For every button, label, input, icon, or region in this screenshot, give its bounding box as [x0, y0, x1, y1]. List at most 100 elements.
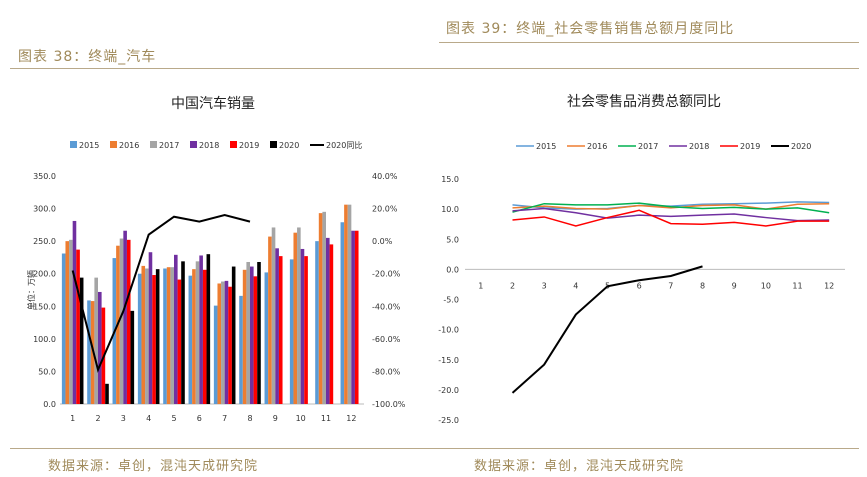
left-bar-2019 [202, 269, 207, 404]
left-y-tick: 150.0 [33, 302, 56, 311]
left-bar-2015 [137, 273, 142, 404]
left-y-tick: 250.0 [33, 237, 56, 246]
right-x-tick: 10 [761, 281, 771, 290]
left-legend-label: 2015 [79, 141, 99, 150]
left-y2-tick: -20.0% [372, 270, 401, 279]
left-bar-2020 [181, 261, 185, 404]
left-chart-ylabel: 单位：万辆 [26, 270, 36, 310]
right-figure-caption: 图表 39：终端_社会零售销售总额月度同比 [446, 21, 735, 37]
left-y2-tick: -80.0% [372, 367, 401, 376]
right-chart-retail-sales: 社会零售品消费总额同比 2015 2016 2017 2018 2019 2020 15.… [438, 94, 845, 425]
left-bar-2019 [278, 256, 283, 404]
left-bar-2017 [94, 277, 98, 404]
left-chart-car-sales: 中国汽车销量 2015 2016 2017 2018 2019 2020 2020同比 0.… [26, 95, 406, 423]
right-x-tick: 2 [510, 281, 515, 290]
left-y2-tick: -100.0% [372, 400, 406, 409]
left-bar-2015 [213, 305, 218, 404]
left-bar-2019 [304, 256, 308, 404]
left-bar-2018 [174, 254, 178, 404]
left-bar-2018 [98, 291, 102, 404]
left-bar-2019 [152, 275, 156, 404]
left-legend-label: 2020 [279, 141, 299, 150]
right-y-tick: 0.0 [446, 265, 459, 274]
left-bar-2017 [119, 238, 124, 404]
left-bar-2018 [224, 280, 229, 404]
right-line-2016 [512, 202, 830, 210]
left-x-tick: 10 [296, 414, 306, 423]
right-x-tick: 4 [573, 281, 578, 290]
left-source-note: 数据来源：卓创，混沌天成研究院 [48, 459, 259, 474]
right-x-tick: 7 [668, 281, 673, 290]
left-y2-tick: -60.0% [372, 335, 401, 344]
left-bar-2017 [221, 281, 225, 404]
left-bar-2016 [318, 213, 323, 404]
left-y2-tick: 40.0% [372, 172, 398, 181]
left-chart-bars [61, 204, 359, 404]
right-chart-lines [511, 201, 830, 394]
right-x-tick: 11 [792, 281, 802, 290]
right-y-tick: -5.0 [443, 296, 459, 305]
left-y-tick: 350.0 [33, 172, 56, 181]
left-yoy-polyline [71, 214, 251, 373]
left-legend-label: 2018 [199, 141, 219, 150]
left-bar-2016 [65, 241, 70, 404]
left-caption-rule [10, 68, 859, 69]
left-chart-legend: 2015 2016 2017 2018 2019 2020 2020同比 [70, 140, 362, 150]
left-bar-2017 [246, 261, 250, 404]
right-legend-label: 2015 [536, 142, 556, 151]
right-y-tick: 10.0 [441, 205, 459, 214]
left-y2-tick: 0.0% [372, 237, 393, 246]
left-bar-2017 [170, 267, 174, 404]
left-x-tick: 2 [95, 414, 100, 423]
left-legend-swatch [150, 141, 157, 148]
left-bar-2015 [289, 259, 294, 404]
left-bar-2017 [145, 268, 149, 404]
left-x-tick: 4 [146, 414, 151, 423]
left-bar-2017 [347, 204, 352, 404]
left-y-tick: 200.0 [33, 270, 56, 279]
left-chart-yoy-line [71, 214, 251, 373]
right-y-tick: -25.0 [438, 416, 459, 425]
left-x-tick: 12 [346, 414, 356, 423]
left-bar-2016 [192, 269, 196, 404]
left-bar-2016 [217, 283, 222, 404]
left-bar-2019 [329, 244, 334, 404]
right-legend-label: 2017 [638, 142, 658, 151]
left-bar-2020 [257, 261, 261, 404]
left-legend-label: 2019 [239, 141, 259, 150]
right-legend-label: 2020 [791, 142, 811, 151]
left-bar-2020 [206, 254, 211, 404]
footer-rule [10, 448, 859, 449]
right-y-tick: -10.0 [438, 326, 459, 335]
left-legend-swatch [270, 141, 277, 148]
left-bar-2020 [105, 383, 109, 404]
left-y-tick: 300.0 [33, 205, 56, 214]
right-legend-label: 2018 [689, 142, 709, 151]
left-bar-2015 [188, 275, 193, 404]
left-legend-label: 2017 [159, 141, 179, 150]
left-bar-2020 [130, 310, 135, 404]
left-bar-2015 [315, 241, 319, 404]
left-bar-2020 [155, 269, 160, 404]
left-x-tick: 5 [171, 414, 176, 423]
left-bar-2019 [177, 279, 182, 404]
left-legend-label: 2016 [119, 141, 139, 150]
left-bar-2020 [231, 266, 236, 404]
right-chart-title: 社会零售品消费总额同比 [567, 94, 721, 110]
right-x-tick: 6 [637, 281, 642, 290]
right-chart-axes: 15.010.05.00.0-5.0-10.0-15.0-20.0-25.01 2… [438, 175, 845, 425]
left-bar-2018 [250, 266, 254, 404]
left-bar-2018 [148, 252, 153, 404]
left-bar-2019 [126, 239, 131, 404]
right-line-2019 [512, 209, 830, 227]
left-chart-title: 中国汽车销量 [171, 95, 255, 112]
right-x-tick: 3 [542, 281, 547, 290]
left-bar-2015 [239, 295, 243, 404]
left-y2-tick: -40.0% [372, 302, 401, 311]
left-y-tick: 0.0 [43, 400, 56, 409]
right-source-note: 数据来源：卓创，混沌天成研究院 [474, 459, 685, 474]
left-x-tick: 9 [273, 414, 278, 423]
right-x-tick: 9 [732, 281, 737, 290]
right-y-tick: -20.0 [438, 386, 459, 395]
